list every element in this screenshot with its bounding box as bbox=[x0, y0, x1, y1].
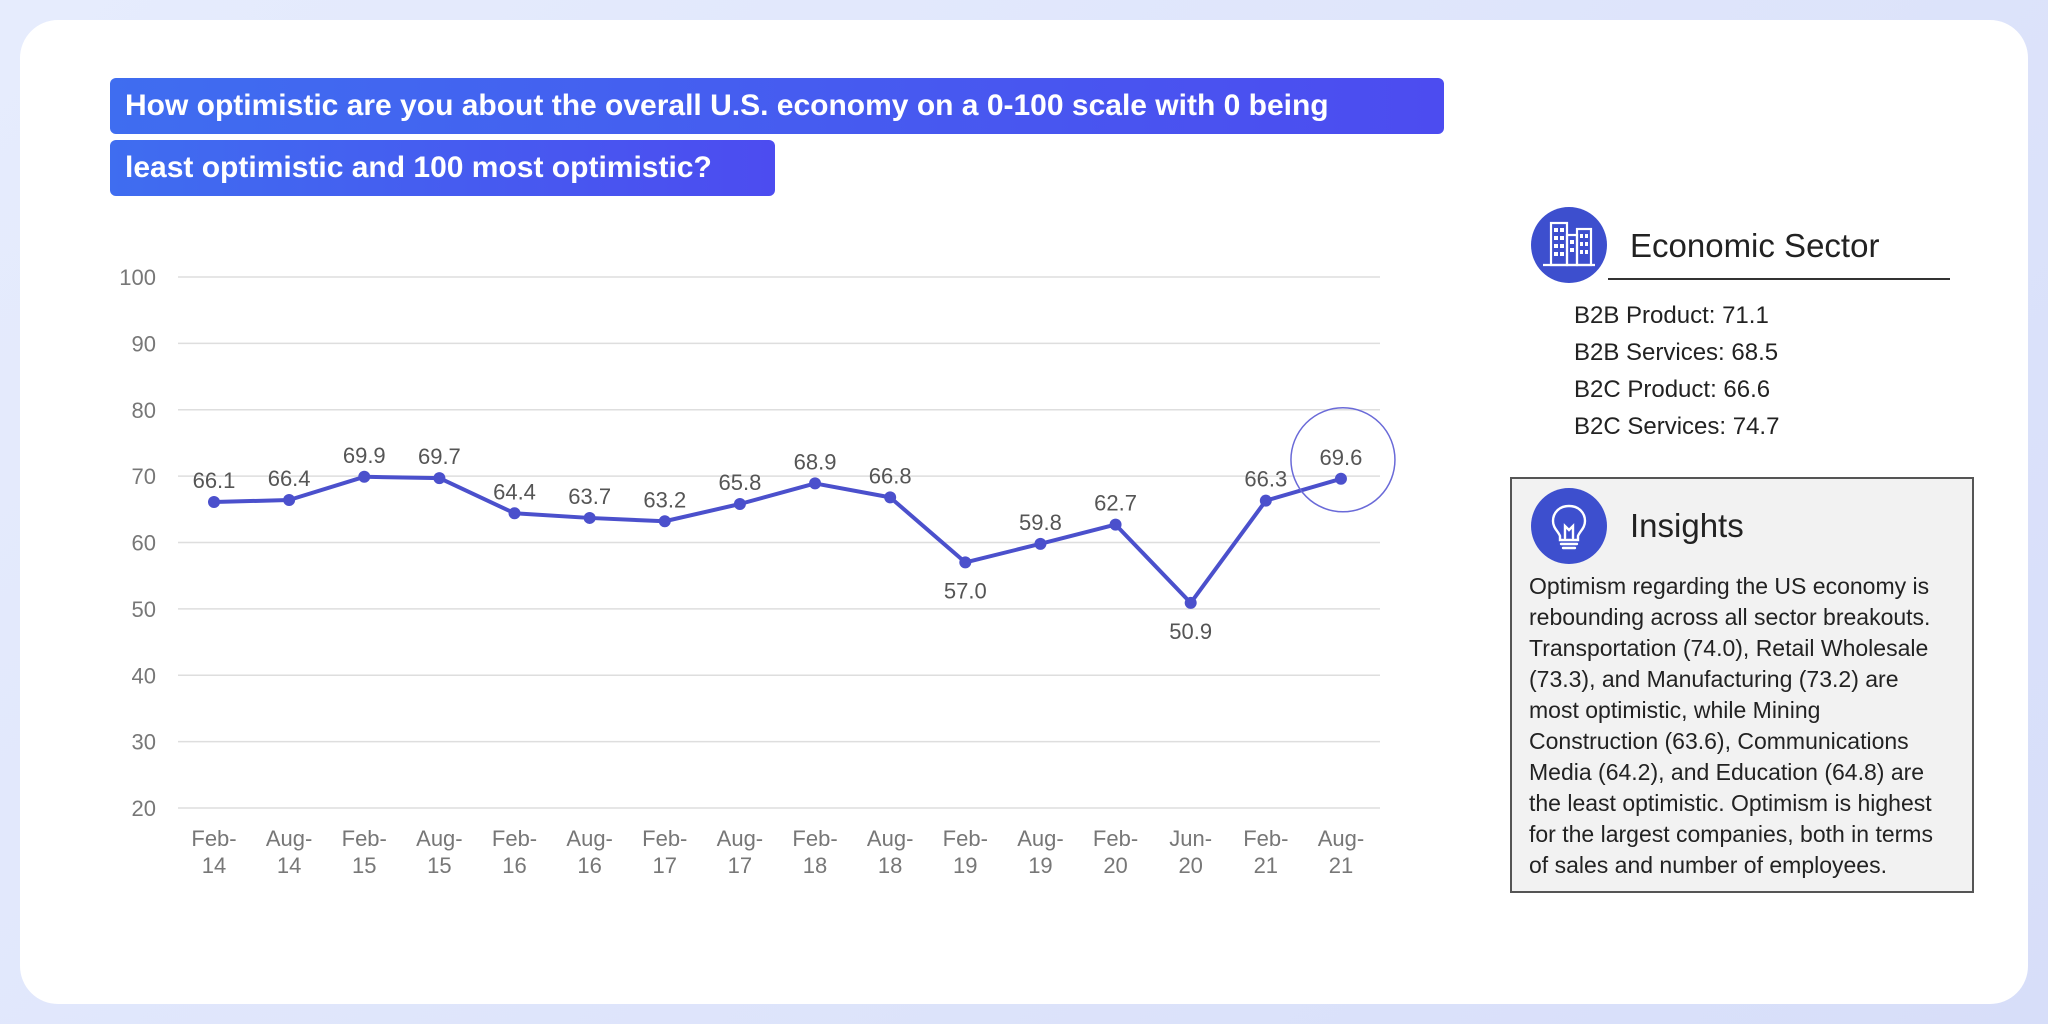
data-point bbox=[1109, 518, 1122, 531]
data-point bbox=[583, 511, 596, 524]
data-label: 68.9 bbox=[794, 449, 837, 474]
x-tick-label: Feb-15 bbox=[342, 826, 387, 878]
insights-text: Optimism regarding the US economy is reb… bbox=[1529, 571, 1969, 881]
x-tick-label: Feb-18 bbox=[792, 826, 837, 878]
data-point bbox=[809, 477, 822, 490]
x-tick-label: Feb-17 bbox=[642, 826, 687, 878]
lightbulb-icon bbox=[1531, 488, 1607, 564]
x-tick-label: Feb-20 bbox=[1093, 826, 1138, 878]
y-axis: 20 30 40 50 60 70 80 90 100 bbox=[119, 265, 156, 821]
sector-item: B2B Product: 71.1 bbox=[1574, 302, 1769, 329]
chart-gridlines bbox=[178, 276, 1380, 809]
data-point bbox=[508, 507, 521, 520]
data-labels: 66.1 66.4 69.9 69.7 64.4 63.7 63.2 65.8 68.9 66.8… bbox=[193, 443, 1363, 644]
highlight-circle bbox=[1290, 407, 1396, 513]
data-label: 50.9 bbox=[1169, 619, 1212, 644]
insights-line: Optimism regarding the US economy is bbox=[1529, 573, 1930, 599]
data-point bbox=[959, 556, 972, 569]
y-tick-label: 20 bbox=[132, 796, 156, 821]
data-point bbox=[884, 491, 897, 504]
data-label: 66.1 bbox=[193, 468, 236, 493]
x-tick-label: Aug-14 bbox=[266, 826, 312, 878]
insights-title: Insights bbox=[1630, 507, 1744, 544]
insights-line: for the largest companies, both in terms bbox=[1529, 821, 1933, 847]
data-point bbox=[1184, 596, 1197, 609]
insights-line: of sales and number of employees. bbox=[1529, 852, 1887, 878]
buildings-icon bbox=[1531, 207, 1607, 283]
data-point bbox=[733, 498, 746, 511]
x-tick-label: Feb-14 bbox=[191, 826, 236, 878]
data-label: 66.4 bbox=[268, 466, 311, 491]
y-tick-label: 90 bbox=[132, 331, 156, 356]
insights-line: Transportation (74.0), Retail Wholesale bbox=[1529, 635, 1929, 661]
y-tick-label: 60 bbox=[132, 531, 156, 556]
insights-line: rebounding across all sector breakouts. bbox=[1529, 604, 1931, 630]
data-point bbox=[1034, 537, 1047, 550]
x-tick-label: Feb-16 bbox=[492, 826, 537, 878]
x-tick-label: Aug-17 bbox=[717, 826, 763, 878]
data-point bbox=[433, 472, 446, 485]
sector-title: Economic Sector bbox=[1630, 227, 1880, 264]
x-tick-label: Feb-19 bbox=[943, 826, 988, 878]
y-tick-label: 50 bbox=[132, 597, 156, 622]
sector-divider bbox=[1608, 278, 1950, 280]
data-label: 65.8 bbox=[718, 470, 761, 495]
data-point bbox=[358, 470, 371, 483]
data-point bbox=[283, 494, 296, 507]
data-point bbox=[1259, 494, 1272, 507]
sector-item: B2C Services: 74.7 bbox=[1574, 413, 1780, 440]
insights-line: the least optimistic. Optimism is highes… bbox=[1529, 790, 1932, 816]
data-point bbox=[1334, 472, 1347, 485]
y-tick-label: 80 bbox=[132, 398, 156, 423]
insights-line: (73.3), and Manufacturing (73.2) are bbox=[1529, 666, 1899, 692]
data-label: 69.9 bbox=[343, 443, 386, 468]
sector-list: B2B Product: 71.1 B2B Services: 68.5 B2C… bbox=[1574, 297, 1779, 445]
y-tick-label: 100 bbox=[119, 265, 156, 290]
y-tick-label: 30 bbox=[132, 730, 156, 755]
x-tick-label: Aug-15 bbox=[416, 826, 462, 878]
x-tick-label: Feb-21 bbox=[1243, 826, 1288, 878]
sector-item: B2B Services: 68.5 bbox=[1574, 339, 1779, 366]
insights-line: Media (64.2), and Education (64.8) are bbox=[1529, 759, 1925, 785]
data-point bbox=[208, 496, 220, 509]
data-label: 64.4 bbox=[493, 479, 536, 504]
x-tick-label: Jun-20 bbox=[1169, 826, 1212, 878]
question-title-line-2: least optimistic and 100 most optimistic… bbox=[110, 140, 775, 196]
data-label: 63.2 bbox=[643, 487, 686, 512]
x-tick-label: Aug-16 bbox=[566, 826, 612, 878]
y-tick-label: 70 bbox=[132, 464, 156, 489]
insights-line: Construction (63.6), Communications bbox=[1529, 728, 1909, 754]
data-label: 66.8 bbox=[869, 463, 912, 488]
data-label: 69.6 bbox=[1320, 445, 1363, 470]
data-label: 69.7 bbox=[418, 444, 461, 469]
data-points bbox=[208, 470, 1347, 609]
y-tick-label: 40 bbox=[132, 663, 156, 688]
data-label: 63.7 bbox=[568, 484, 611, 509]
series-line bbox=[213, 474, 1342, 605]
sector-item: B2C Product: 66.6 bbox=[1574, 376, 1771, 403]
x-tick-label: Aug-18 bbox=[867, 826, 913, 878]
x-axis: Feb-14 Aug-14 Feb-15 Aug-15 Feb-16 Aug-16 Feb-… bbox=[191, 826, 1364, 878]
question-title-line-1: How optimistic are you about the overall… bbox=[110, 78, 1444, 134]
data-label: 66.3 bbox=[1244, 467, 1287, 492]
data-label: 62.7 bbox=[1094, 491, 1137, 516]
line-chart: 20 30 40 50 60 70 80 90 100 Feb-14 Aug-14 Feb-15 Au… bbox=[119, 265, 1396, 878]
insights-line: most optimistic, while Mining bbox=[1529, 697, 1821, 723]
data-label: 57.0 bbox=[944, 578, 987, 603]
x-tick-label: Aug-21 bbox=[1318, 826, 1364, 878]
data-point bbox=[658, 515, 671, 528]
x-tick-label: Aug-19 bbox=[1017, 826, 1063, 878]
data-label: 59.8 bbox=[1019, 510, 1062, 535]
